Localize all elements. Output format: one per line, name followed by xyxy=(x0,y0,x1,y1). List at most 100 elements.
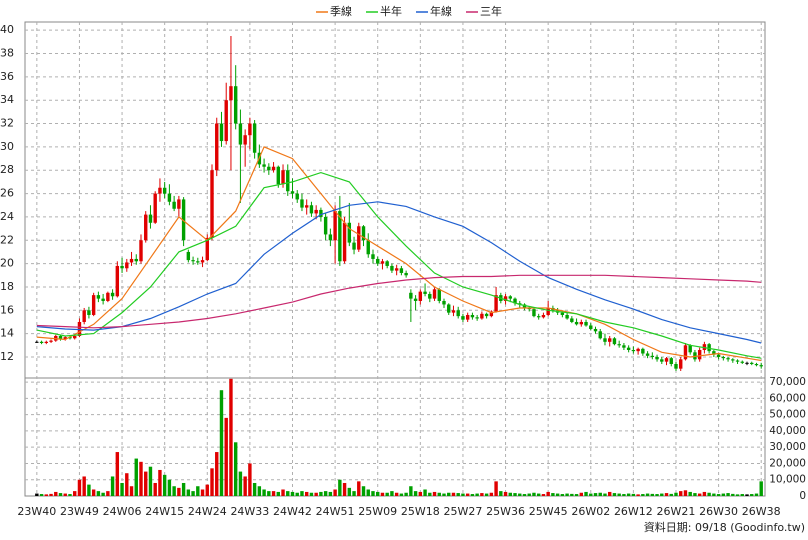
candle-body xyxy=(380,261,385,264)
x-tick-label: 24W06 xyxy=(103,505,142,518)
candle-body xyxy=(745,362,749,364)
y-tick-label: 34 xyxy=(0,93,14,106)
candle-body xyxy=(243,135,247,145)
candle-body xyxy=(238,123,243,145)
candle-body xyxy=(570,318,574,322)
volume-bar xyxy=(702,491,707,496)
volume-bar xyxy=(499,491,503,496)
x-tick-label: 24W24 xyxy=(188,505,227,518)
x-tick-label: 23W49 xyxy=(60,505,99,518)
candle-body xyxy=(323,216,328,235)
candle-body xyxy=(73,335,77,339)
candle-body xyxy=(532,309,536,317)
candle-body xyxy=(181,199,186,241)
candle-body xyxy=(276,166,280,185)
x-tick-label: 25W45 xyxy=(529,505,568,518)
candle-body xyxy=(750,362,754,364)
volume-bar xyxy=(248,463,252,496)
candle-body xyxy=(608,338,612,342)
volume-bar xyxy=(428,492,432,496)
volume-bar xyxy=(617,493,621,496)
source-note: 資料日期: 09/18 (Goodinfo.tw) xyxy=(644,520,805,534)
volume-bar xyxy=(570,493,574,496)
x-tick-label: 23W40 xyxy=(17,505,56,518)
candle-body xyxy=(39,341,44,343)
volume-bar xyxy=(399,493,404,496)
candle-body xyxy=(413,298,418,301)
y2-tick-label: 50,000 xyxy=(769,409,806,421)
candle-body xyxy=(399,268,404,273)
candle-body xyxy=(129,258,134,263)
volume-bar xyxy=(470,494,475,496)
volume-bar xyxy=(688,491,692,496)
volume-bar xyxy=(191,491,195,496)
volume-bar xyxy=(726,493,730,496)
candle-body xyxy=(674,363,678,369)
legend-label: 季線 xyxy=(330,4,352,18)
volume-bar xyxy=(304,491,309,496)
volume-bar xyxy=(77,479,82,496)
candle-body xyxy=(210,170,214,238)
volume-bar xyxy=(210,468,214,496)
candle-body xyxy=(295,193,299,200)
candle-body xyxy=(546,307,550,315)
volume-bar xyxy=(54,491,58,496)
candle-body xyxy=(461,316,465,320)
volume-bar xyxy=(655,494,659,496)
candle-body xyxy=(233,86,238,124)
volume-bar xyxy=(96,491,101,496)
candle-body xyxy=(101,298,105,301)
candle-body xyxy=(82,310,86,322)
volume-bar xyxy=(101,492,105,496)
y-tick-label: 28 xyxy=(0,163,14,176)
candle-body xyxy=(290,191,295,194)
y2-tick-label: 70,000 xyxy=(769,376,806,388)
candle-body xyxy=(248,123,252,136)
x-tick-label: 26W38 xyxy=(742,505,781,518)
candle-body xyxy=(622,345,626,348)
volume-bar xyxy=(622,494,626,496)
volume-bar xyxy=(205,484,209,496)
y-tick-label: 18 xyxy=(0,280,14,293)
candle-body xyxy=(655,356,659,360)
candle-body xyxy=(200,260,205,263)
y-tick-label: 12 xyxy=(0,350,14,363)
candle-body xyxy=(574,321,579,325)
volume-bar xyxy=(200,489,205,496)
volume-bar xyxy=(754,493,759,496)
volume-bar xyxy=(58,493,63,496)
candle-body xyxy=(688,345,692,353)
candle-body xyxy=(115,265,120,297)
volume-bar xyxy=(745,494,749,496)
volume-bar xyxy=(475,493,479,496)
volume-bar xyxy=(560,494,565,496)
volume-bar xyxy=(257,486,262,496)
candle-body xyxy=(229,86,233,101)
x-tick-label: 26W02 xyxy=(571,505,610,518)
volume-bar xyxy=(513,493,517,496)
candle-body xyxy=(68,337,72,339)
candle-body xyxy=(508,296,512,299)
candle-body xyxy=(390,265,394,271)
candle-body xyxy=(262,164,266,167)
volume-bar xyxy=(323,491,328,496)
volume-bar xyxy=(551,493,555,496)
candle-body xyxy=(669,358,673,364)
volume-bar xyxy=(536,493,541,496)
volume-bar xyxy=(612,493,617,496)
candle-body xyxy=(617,344,621,346)
volume-bar xyxy=(437,492,441,496)
volume-bar xyxy=(740,494,744,496)
candle-body xyxy=(167,193,172,202)
candle-body xyxy=(304,205,309,208)
volume-bar xyxy=(347,487,352,496)
volume-bar xyxy=(333,489,337,496)
volume-bar xyxy=(35,493,39,496)
volume-bar xyxy=(574,494,579,496)
y-tick-label: 32 xyxy=(0,117,14,130)
candle-body xyxy=(759,365,763,367)
candle-body xyxy=(252,123,257,153)
volume-bar xyxy=(674,492,678,496)
candle-body xyxy=(712,351,716,355)
